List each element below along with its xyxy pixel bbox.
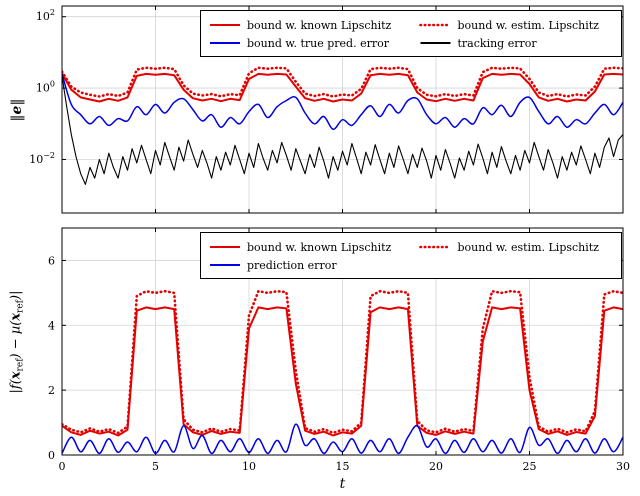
series-bound-w-true-pred-error xyxy=(62,73,623,131)
norm-open: ‖ xyxy=(9,114,25,122)
legend-box xyxy=(200,232,622,279)
y-tick-labels: 10−2 100 102 xyxy=(29,8,55,166)
ref-subscript: ref xyxy=(15,299,26,313)
y-tick-label: 100 xyxy=(36,80,55,95)
legend-box xyxy=(200,10,622,57)
legend-label: bound w. known Lipschitz xyxy=(247,19,392,32)
x-ref-symbol: x xyxy=(8,312,24,321)
series-tracking-error xyxy=(62,75,623,185)
x-tick-labels: 0 5 10 15 20 25 30 xyxy=(59,460,631,473)
error-symbol: e xyxy=(9,105,25,115)
label-part: )| xyxy=(8,290,24,300)
y-tick-label: 102 xyxy=(36,8,55,23)
legend-label: prediction error xyxy=(247,259,337,272)
legend-item-bound-w-estim-lipschitz: bound w. estim. Lipschitz xyxy=(419,241,600,254)
x-tick-label: 10 xyxy=(242,460,256,473)
x-tick-label: 20 xyxy=(429,460,443,473)
label-part: |f( xyxy=(8,379,24,394)
legend: bound w. known Lipschitz bound w. estim. … xyxy=(200,10,622,57)
y-tick-label: 10−2 xyxy=(29,151,55,166)
bottom-chart: 0 2 4 6 0 5 10 15 20 25 30 t bound w. known Lipschit… xyxy=(48,227,631,492)
x-tick-label: 25 xyxy=(523,460,537,473)
legend-label: bound w. estim. Lipschitz xyxy=(458,241,600,254)
label-part: ) − µ( xyxy=(8,320,24,359)
x-tick-label: 30 xyxy=(616,460,630,473)
x-tick-label: 15 xyxy=(336,460,350,473)
y-tick-label: 0 xyxy=(48,449,55,462)
series-bound-w-estim-lipschitz xyxy=(62,289,623,435)
legend-item-tracking-error: tracking error xyxy=(420,37,538,50)
legend-label: tracking error xyxy=(458,37,538,50)
legend: bound w. known Lipschitz bound w. estim. … xyxy=(200,232,622,279)
x-tick-label: 0 xyxy=(59,460,66,473)
y-tick-label: 6 xyxy=(48,254,55,267)
x-axis-label: t xyxy=(340,476,346,492)
legend-label: bound w. known Lipschitz xyxy=(247,241,392,254)
x-tick-label: 5 xyxy=(152,460,159,473)
y-tick-label: 4 xyxy=(48,319,55,332)
legend-label: bound w. estim. Lipschitz xyxy=(458,19,600,32)
y-tick-label: 2 xyxy=(48,384,55,397)
legend-item-bound-w-known-lipschitz: bound w. known Lipschitz xyxy=(210,19,392,32)
legend-item-bound-w-true-pred-error: bound w. true pred. error xyxy=(210,37,390,50)
legend-item-bound-w-estim-lipschitz: bound w. estim. Lipschitz xyxy=(419,19,600,32)
ref-subscript: ref xyxy=(15,358,26,372)
legend-label: bound w. true pred. error xyxy=(247,37,390,50)
top-y-axis-label: ‖e‖ xyxy=(9,99,25,122)
series-bound-w-known-lipschitz xyxy=(62,306,623,437)
tick-marks xyxy=(61,228,624,456)
bottom-y-axis-label: |f(xref) − µ(xref)| xyxy=(9,291,26,394)
x-ref-symbol: x xyxy=(8,371,24,380)
series-bound-w-estim-lipschitz xyxy=(62,66,623,98)
tick-marks xyxy=(61,6,624,213)
norm-close: ‖ xyxy=(9,98,25,106)
y-tick-labels: 0 2 4 6 xyxy=(48,254,55,462)
legend-item-prediction-error: prediction error xyxy=(210,259,337,272)
series-bound-w-known-lipschitz xyxy=(62,72,623,103)
legend-item-bound-w-known-lipschitz: bound w. known Lipschitz xyxy=(210,241,392,254)
